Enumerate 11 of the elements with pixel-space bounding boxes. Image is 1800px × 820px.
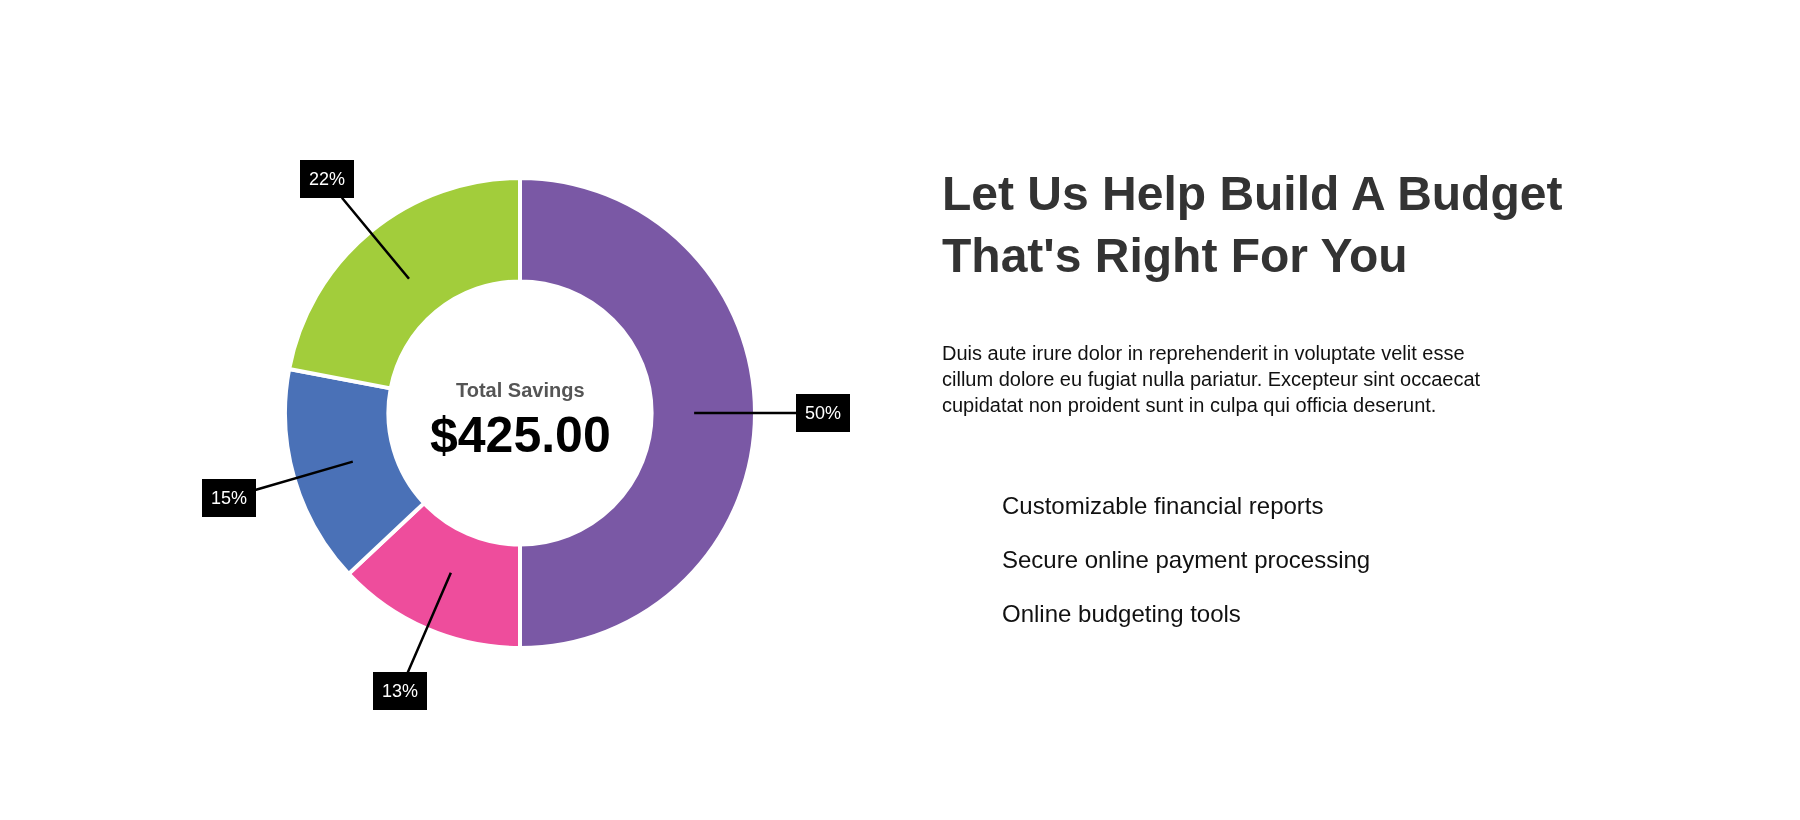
text: Duis aute irure dolor in reprehenderit in voluptate velit esse cillum dolore eu fugiat nulla pariatur. Excepteur sint occaecat cupidatat non proident sunt in culpa qui officia deserunt.: [942, 342, 1481, 416]
text: $425.00: [430, 407, 611, 463]
text: Online budgeting tools: [1002, 600, 1241, 627]
data-label: 15%: [211, 488, 248, 508]
data-label: 22%: [309, 169, 346, 189]
text: Let Us Help Build A Budget That's Right For You: [942, 167, 1563, 283]
text: Total Savings: [456, 379, 585, 401]
text: Secure online payment processing: [1002, 546, 1371, 573]
data-label: 13%: [382, 681, 419, 701]
data-label: 50%: [805, 403, 842, 423]
text: Customizable financial reports: [1002, 492, 1324, 519]
